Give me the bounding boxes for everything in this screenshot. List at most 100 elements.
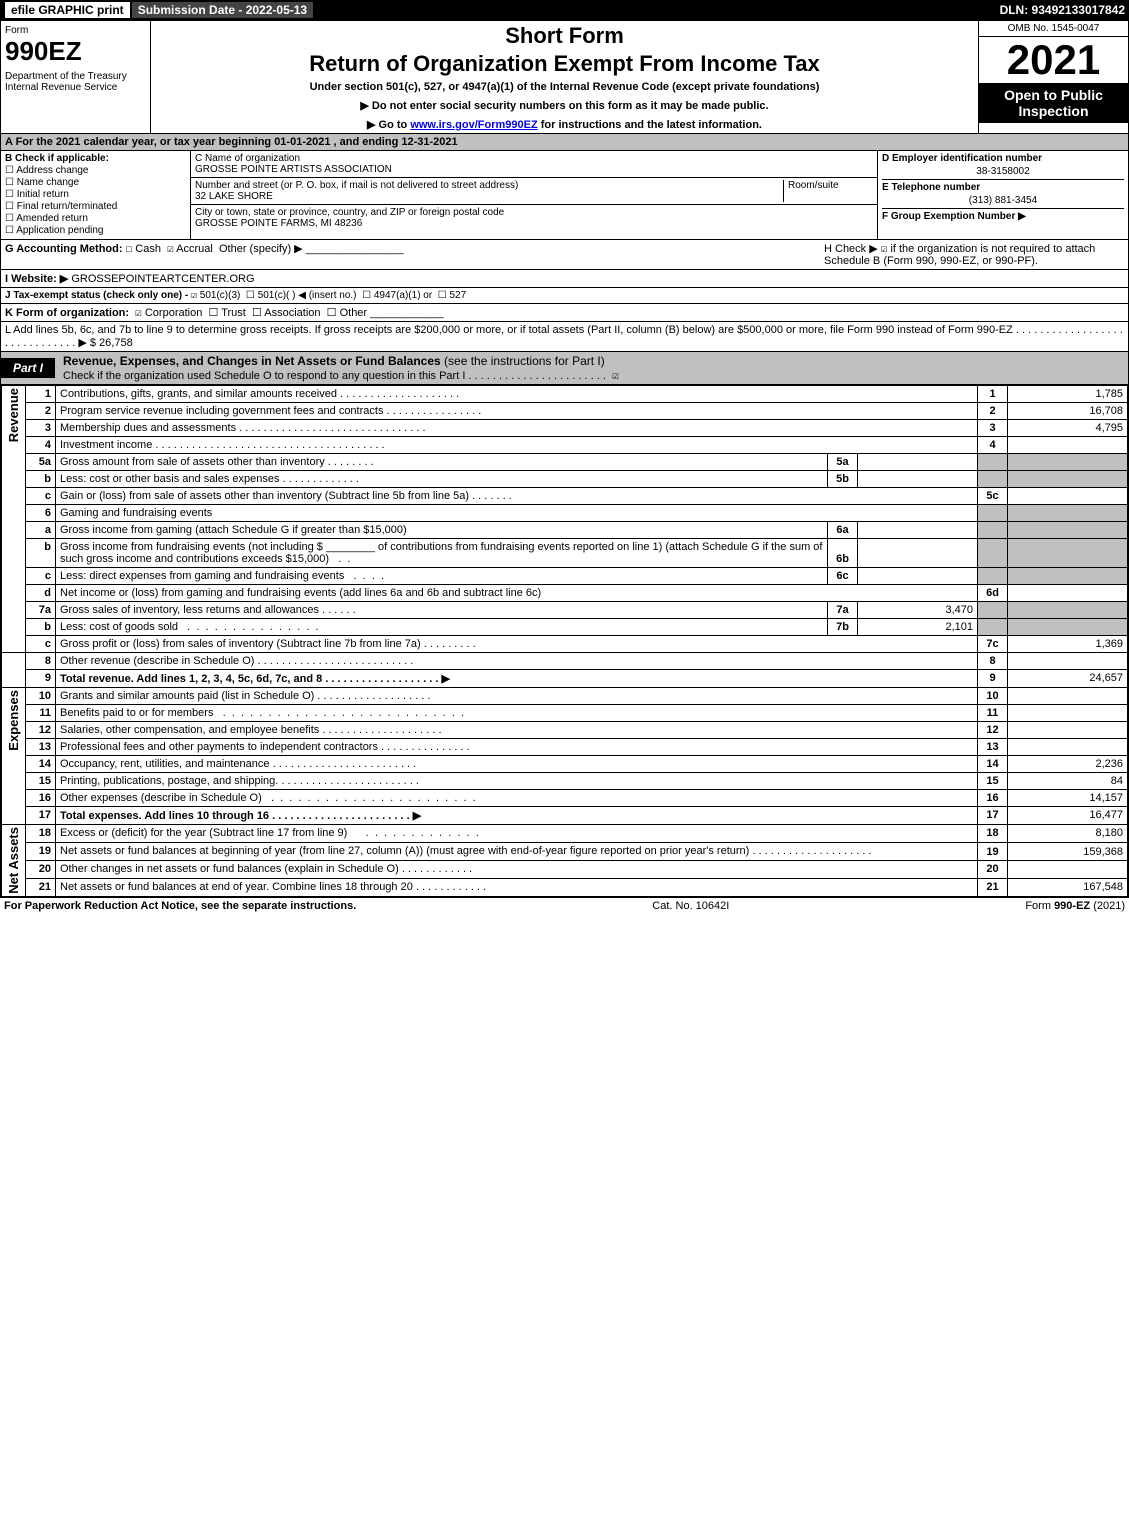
dln: DLN: 93492133017842 (1000, 3, 1125, 17)
arrow2-pre: ▶ Go to (367, 119, 410, 131)
header-row: Form 990EZ Department of the Treasury In… (1, 21, 1128, 134)
omb: OMB No. 1545-0047 (979, 21, 1128, 37)
j-501c3-check[interactable]: ☑ (191, 290, 197, 301)
check-name[interactable]: ☐ Name change (5, 177, 186, 188)
line21-desc: Net assets or fund balances at end of ye… (56, 878, 978, 896)
line-gh: G Accounting Method: ☐ Cash ☑ Accrual Ot… (1, 240, 1128, 270)
tel-label: E Telephone number (882, 179, 1124, 193)
line11-desc: Benefits paid to or for members . . . . … (56, 705, 978, 722)
arrow2-post: for instructions and the latest informat… (538, 119, 762, 131)
ein: 38-3158002 (882, 164, 1124, 179)
submission-pill: Submission Date - 2022-05-13 (131, 1, 314, 19)
cash-check[interactable]: ☐ (126, 242, 133, 255)
line9-desc: Total revenue. Add lines 1, 2, 3, 4, 5c,… (56, 670, 978, 688)
revenue-sidebar: Revenue (2, 386, 26, 653)
line15-desc: Printing, publications, postage, and shi… (56, 773, 978, 790)
footer-right: Form 990-EZ (2021) (1025, 900, 1125, 912)
part1-header: Part I Revenue, Expenses, and Changes in… (1, 352, 1128, 385)
subtitle: Under section 501(c), 527, or 4947(a)(1)… (157, 81, 972, 93)
line-k: K Form of organization: ☑ Corporation ☐ … (1, 304, 1128, 322)
accrual-check[interactable]: ☑ (167, 242, 174, 255)
g-label: G Accounting Method: (5, 243, 123, 255)
line4-desc: Investment income . . . . . . . . . . . … (56, 437, 978, 454)
c-street-label: Number and street (or P. O. box, if mail… (195, 180, 518, 191)
b-label: B Check if applicable: (5, 153, 186, 164)
line20-desc: Other changes in net assets or fund bala… (56, 860, 978, 878)
line3-val: 4,795 (1008, 420, 1128, 437)
org-name: GROSSE POINTE ARTISTS ASSOCIATION (195, 164, 392, 175)
k-label: K Form of organization: (5, 307, 129, 319)
c-city-label: City or town, state or province, country… (195, 207, 504, 218)
line7a-val: 3,470 (858, 602, 978, 619)
footer-mid: Cat. No. 10642I (652, 900, 729, 912)
lines-table: Revenue 1 Contributions, gifts, grants, … (1, 385, 1128, 897)
line14-val: 2,236 (1008, 756, 1128, 773)
line5c-desc: Gain or (loss) from sale of assets other… (56, 488, 978, 505)
part1-check[interactable]: ☑ (612, 369, 619, 382)
line-g: G Accounting Method: ☐ Cash ☑ Accrual Ot… (5, 242, 404, 267)
check-address[interactable]: ☐ Address change (5, 165, 186, 176)
line17-desc: Total expenses. Add lines 10 through 16 … (56, 807, 978, 825)
col-b: B Check if applicable: ☐ Address change … (1, 151, 191, 239)
line16-desc: Other expenses (describe in Schedule O) … (56, 790, 978, 807)
line7c-desc: Gross profit or (loss) from sales of inv… (56, 636, 978, 653)
part1-checkline: Check if the organization used Schedule … (63, 370, 619, 382)
check-final[interactable]: ☐ Final return/terminated (5, 201, 186, 212)
line-h: H Check ▶ ☑ if the organization is not r… (824, 242, 1124, 267)
line7a-desc: Gross sales of inventory, less returns a… (56, 602, 828, 619)
line6d-desc: Net income or (loss) from gaming and fun… (56, 585, 978, 602)
netassets-sidebar: Net Assets (2, 825, 26, 897)
expenses-sidebar: Expenses (2, 688, 26, 825)
line6c-desc: Less: direct expenses from gaming and fu… (56, 568, 828, 585)
line10-desc: Grants and similar amounts paid (list in… (56, 688, 978, 705)
section-bcd: B Check if applicable: ☐ Address change … (1, 151, 1128, 240)
part1-tab: Part I (1, 358, 55, 378)
section-a: A For the 2021 calendar year, or tax yea… (1, 134, 1128, 151)
line19-desc: Net assets or fund balances at beginning… (56, 842, 978, 860)
line2-val: 16,708 (1008, 403, 1128, 420)
line19-val: 159,368 (1008, 842, 1128, 860)
arrow1: ▶ Do not enter social security numbers o… (157, 99, 972, 112)
line12-desc: Salaries, other compensation, and employ… (56, 722, 978, 739)
j-label: J Tax-exempt status (check only one) - (5, 290, 191, 301)
h-pre: H Check ▶ (824, 243, 881, 255)
line7c-val: 1,369 (1008, 636, 1128, 653)
line3-desc: Membership dues and assessments . . . . … (56, 420, 978, 437)
line2-desc: Program service revenue including govern… (56, 403, 978, 420)
line15-val: 84 (1008, 773, 1128, 790)
check-initial[interactable]: ☐ Initial return (5, 189, 186, 200)
check-amended[interactable]: ☐ Amended return (5, 213, 186, 224)
telephone: (313) 881-3454 (882, 193, 1124, 208)
line17-val: 16,477 (1008, 807, 1128, 825)
i-label: I Website: ▶ (5, 273, 68, 285)
header-center: Short Form Return of Organization Exempt… (151, 21, 978, 133)
efile-pill: efile GRAPHIC print (4, 1, 131, 19)
line18-desc: Excess or (deficit) for the year (Subtra… (56, 825, 978, 843)
check-pending[interactable]: ☐ Application pending (5, 225, 186, 236)
city: GROSSE POINTE FARMS, MI 48236 (195, 218, 362, 229)
group-label: F Group Exemption Number ▶ (882, 208, 1124, 222)
form-outer: Form 990EZ Department of the Treasury In… (0, 20, 1129, 898)
form-label: Form (5, 25, 146, 36)
line9-val: 24,657 (1008, 670, 1128, 688)
irs-link[interactable]: www.irs.gov/Form990EZ (410, 119, 537, 131)
part1-title: Revenue, Expenses, and Changes in Net As… (55, 352, 1128, 384)
line1-desc: Contributions, gifts, grants, and simila… (56, 386, 978, 403)
top-bar: efile GRAPHIC print Submission Date - 20… (0, 0, 1129, 20)
col-c: C Name of organization GROSSE POINTE ART… (191, 151, 878, 239)
k-corp-check[interactable]: ☑ (135, 306, 142, 319)
line7b-val: 2,101 (858, 619, 978, 636)
col-d: D Employer identification number 38-3158… (878, 151, 1128, 239)
line16-val: 14,157 (1008, 790, 1128, 807)
line13-desc: Professional fees and other payments to … (56, 739, 978, 756)
line21-val: 167,548 (1008, 878, 1128, 896)
form-number: 990EZ (5, 36, 146, 67)
line18-val: 8,180 (1008, 825, 1128, 843)
line5a-desc: Gross amount from sale of assets other t… (56, 454, 828, 471)
street: 32 LAKE SHORE (195, 191, 273, 202)
line6-desc: Gaming and fundraising events (56, 505, 978, 522)
line1-val: 1,785 (1008, 386, 1128, 403)
header-left: Form 990EZ Department of the Treasury In… (1, 21, 151, 133)
ein-label: D Employer identification number (882, 153, 1124, 164)
line7b-desc: Less: cost of goods sold . . . . . . . .… (56, 619, 828, 636)
